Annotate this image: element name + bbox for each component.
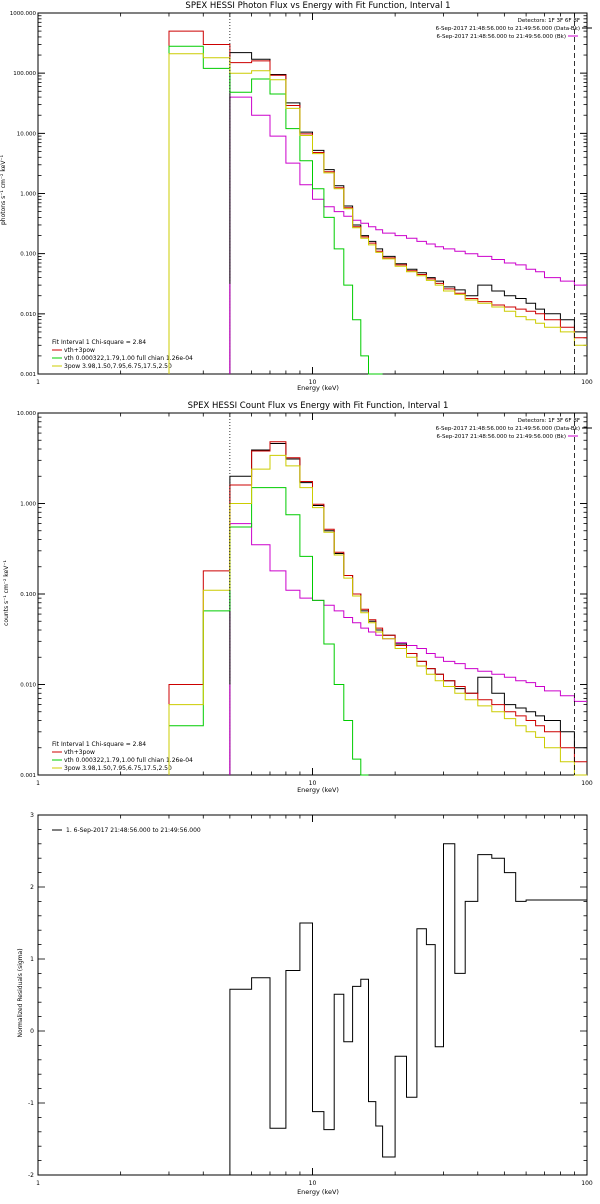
x-tick-label: 10	[309, 1180, 317, 1187]
background-series-line	[229, 523, 587, 775]
x-tick-label: 1	[36, 780, 40, 787]
x-tick-label: 100	[581, 379, 593, 386]
y-tick-label: 1	[30, 956, 34, 963]
x-tick-label: 1	[36, 379, 40, 386]
series-line-3	[168, 454, 587, 776]
x-tick-label: 100	[581, 780, 593, 787]
legend-line-3: vth 0.000322,1.79,1.00 full chian 1.26e-…	[64, 757, 193, 764]
y-tick-label: 1.000	[20, 192, 36, 198]
series-line-3	[168, 53, 587, 374]
y-tick-label: 0.001	[20, 372, 36, 378]
series-line-0	[229, 443, 587, 775]
legend-line-4: 3pow 3.98,1.50,7.95,6.75,17.5,2.50	[64, 765, 172, 772]
series-line-2	[168, 487, 369, 776]
chart-title: SPEX HESSI Count Flux vs Energy with Fit…	[188, 401, 449, 411]
series-line-2	[168, 45, 383, 375]
y-axis-label: Normalized Residuals (sigma)	[17, 948, 24, 1037]
y-tick-label: 1000.000	[10, 11, 37, 17]
legend-line-3: vth 0.000322,1.79,1.00 full chian 1.26e-…	[64, 355, 193, 362]
x-axis-label: Energy (keV)	[297, 1188, 339, 1196]
y-tick-label: 0.100	[20, 592, 36, 598]
x-tick-label: 100	[581, 1180, 593, 1187]
header-bk-interval: 6-Sep-2017 21:48:56.000 to 21:49:56.000 …	[437, 434, 567, 440]
header-data-interval: 6-Sep-2017 21:48:56.000 to 21:49:56.000 …	[436, 26, 580, 32]
count-flux-panel: SPEX HESSI Count Flux vs Energy with Fit…	[3, 401, 593, 794]
y-tick-label: 0	[30, 1028, 34, 1035]
x-axis-label: Energy (keV)	[297, 786, 339, 794]
header-bk-interval: 6-Sep-2017 21:48:56.000 to 21:49:56.000 …	[437, 34, 567, 40]
legend-line-4: 3pow 3.98,1.50,7.95,6.75,17.5,2.50	[64, 363, 172, 370]
residuals-series-line	[229, 843, 587, 1175]
y-tick-label: 1.000	[20, 502, 36, 508]
y-tick-label: 100.000	[13, 71, 36, 77]
legend-line-1: 1. 6-Sep-2017 21:48:56.000 to 21:49:56.0…	[66, 827, 201, 834]
y-tick-label: 0.010	[20, 312, 36, 318]
background-series-line	[229, 96, 587, 374]
y-tick-label: 10.000	[17, 411, 37, 417]
y-tick-label: 3	[30, 812, 34, 819]
y-tick-label: 2	[30, 884, 34, 891]
header-data-interval: 6-Sep-2017 21:48:56.000 to 21:49:56.000 …	[436, 426, 580, 432]
chart-title: SPEX HESSI Photon Flux vs Energy with Fi…	[185, 1, 450, 11]
y-tick-label: -2	[28, 1172, 34, 1179]
y-axis-label: counts s⁻¹ cm⁻² keV⁻¹	[3, 560, 10, 626]
series-line-0	[229, 52, 587, 374]
legend-line-1: Fit Interval 1 Chi-square = 2.84	[52, 339, 146, 346]
residuals-panel: 1. 6-Sep-2017 21:48:56.000 to 21:49:56.0…	[17, 812, 593, 1196]
y-tick-label: 0.100	[20, 252, 36, 258]
y-tick-label: -1	[28, 1100, 34, 1107]
x-tick-label: 1	[36, 1180, 40, 1187]
header-detectors: Detectors: 1F 3F 6F 8F	[518, 418, 580, 424]
header-detectors: Detectors: 1F 3F 6F 8F	[518, 18, 580, 24]
x-tick-label: 10	[309, 780, 317, 787]
y-tick-label: 10.000	[17, 131, 37, 137]
x-tick-label: 10	[309, 379, 317, 386]
y-tick-label: 0.010	[20, 683, 36, 689]
x-axis-label: Energy (keV)	[297, 384, 339, 392]
y-tick-label: 0.001	[20, 773, 36, 779]
series-line-1	[168, 441, 587, 775]
legend-line-2: vth+3pow	[64, 347, 95, 354]
photon-flux-panel: SPEX HESSI Photon Flux vs Energy with Fi…	[0, 1, 593, 392]
legend-line-1: Fit Interval 1 Chi-square = 2.84	[52, 741, 146, 748]
y-axis-label: photons s⁻¹ cm⁻² keV⁻¹	[0, 154, 7, 225]
legend-line-2: vth+3pow	[64, 749, 95, 756]
series-line-1	[168, 30, 587, 374]
